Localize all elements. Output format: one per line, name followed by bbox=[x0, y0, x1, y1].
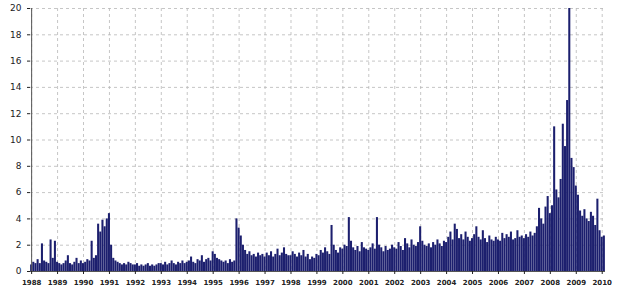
svg-text:6: 6 bbox=[16, 187, 22, 197]
svg-text:1997: 1997 bbox=[255, 279, 275, 287]
svg-text:20: 20 bbox=[10, 3, 22, 13]
svg-text:1996: 1996 bbox=[229, 279, 249, 287]
svg-text:1994: 1994 bbox=[178, 279, 198, 287]
svg-text:1992: 1992 bbox=[126, 279, 146, 287]
svg-text:1988: 1988 bbox=[22, 279, 42, 287]
svg-text:16: 16 bbox=[10, 56, 22, 66]
svg-text:12: 12 bbox=[10, 109, 21, 119]
svg-text:1990: 1990 bbox=[74, 279, 94, 287]
svg-text:1989: 1989 bbox=[48, 279, 68, 287]
svg-text:2006: 2006 bbox=[489, 279, 509, 287]
svg-text:1995: 1995 bbox=[203, 279, 223, 287]
svg-text:18: 18 bbox=[10, 30, 22, 40]
svg-text:2000: 2000 bbox=[333, 279, 353, 287]
svg-text:2001: 2001 bbox=[359, 279, 379, 287]
svg-text:2010: 2010 bbox=[592, 279, 612, 287]
svg-text:2008: 2008 bbox=[541, 279, 561, 287]
svg-text:8: 8 bbox=[16, 161, 22, 171]
svg-text:1991: 1991 bbox=[100, 279, 120, 287]
svg-text:0: 0 bbox=[16, 266, 22, 276]
svg-text:4: 4 bbox=[16, 214, 22, 224]
svg-text:2004: 2004 bbox=[437, 279, 457, 287]
svg-text:1993: 1993 bbox=[152, 279, 172, 287]
svg-text:10: 10 bbox=[10, 135, 22, 145]
svg-text:2005: 2005 bbox=[463, 279, 483, 287]
svg-text:2007: 2007 bbox=[515, 279, 535, 287]
svg-text:2: 2 bbox=[16, 240, 22, 250]
svg-text:2009: 2009 bbox=[567, 279, 587, 287]
svg-text:1999: 1999 bbox=[307, 279, 327, 287]
svg-text:1998: 1998 bbox=[281, 279, 301, 287]
svg-text:14: 14 bbox=[10, 82, 22, 92]
svg-text:2003: 2003 bbox=[411, 279, 431, 287]
svg-text:2002: 2002 bbox=[385, 279, 405, 287]
